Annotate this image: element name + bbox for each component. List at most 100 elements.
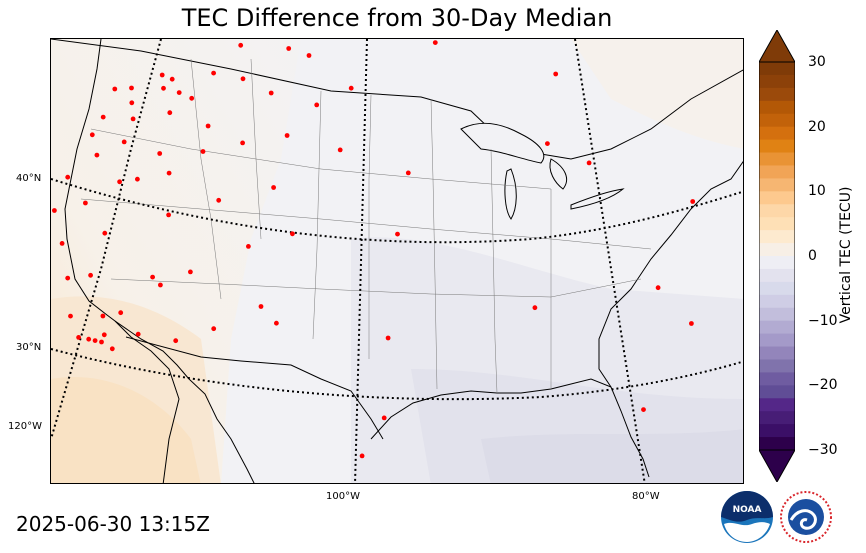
station-marker	[290, 231, 295, 237]
tec-map	[50, 38, 744, 484]
colorbar-band	[759, 281, 795, 296]
colorbar-label: Vertical TEC (TECU)	[838, 186, 854, 324]
colorbar-band	[759, 126, 795, 141]
colorbar-band	[759, 307, 795, 322]
station-marker	[76, 335, 81, 340]
station-marker	[118, 310, 124, 316]
station-marker	[306, 53, 312, 58]
positive-anomaly-northeast	[571, 39, 743, 149]
station-marker	[173, 338, 179, 344]
colorbar-outline	[759, 61, 795, 451]
noaa-logo: NOAA	[721, 491, 773, 543]
station-marker	[88, 272, 93, 278]
station-marker	[92, 338, 98, 343]
station-marker	[159, 72, 165, 78]
station-marker	[586, 160, 592, 166]
station-marker	[641, 407, 646, 412]
colorbar-band	[759, 333, 795, 348]
station-marker	[100, 114, 106, 120]
station-marker	[532, 305, 538, 311]
map-canvas	[51, 39, 743, 483]
lake-erie	[570, 188, 625, 210]
station-marker	[258, 304, 264, 309]
station-marker	[385, 335, 391, 341]
station-marker	[545, 141, 550, 146]
station-marker	[211, 70, 217, 76]
station-marker	[117, 179, 122, 185]
colorbar-tick-label: −20	[808, 377, 838, 394]
colorbar-band	[759, 230, 795, 244]
meridian-120w	[51, 39, 162, 440]
station-marker	[109, 346, 115, 352]
station-marker	[68, 313, 73, 319]
meridian-80w	[574, 39, 646, 483]
noaa-logo-text: NOAA	[733, 505, 762, 515]
colorbar-band	[759, 191, 795, 205]
station-marker	[89, 132, 95, 138]
colorbar-band	[759, 74, 795, 89]
station-marker	[150, 274, 155, 280]
station-marker	[274, 320, 279, 326]
colorbar-tick-label: −30	[808, 442, 838, 458]
station-marker	[240, 76, 246, 82]
colorbar-tick-label: 30	[808, 54, 826, 70]
nws-logo	[780, 491, 832, 543]
colorbar-extend-max	[759, 30, 795, 63]
station-marker	[690, 199, 696, 204]
station-marker	[216, 197, 222, 203]
station-marker	[135, 331, 141, 337]
station-marker	[157, 151, 163, 156]
colorbar-band	[759, 398, 795, 412]
station-marker	[65, 174, 71, 180]
lat-label-40n: 40°N	[16, 173, 42, 184]
station-marker	[432, 40, 438, 45]
station-marker	[271, 185, 276, 190]
station-marker	[200, 149, 206, 154]
colorbar-band	[759, 178, 795, 192]
colorbar-band	[759, 87, 795, 102]
colorbar-band	[759, 268, 795, 283]
colorbar-band	[759, 320, 795, 335]
station-marker	[238, 42, 244, 48]
parallel-30n	[51, 348, 743, 401]
station-marker	[240, 140, 246, 146]
station-marker	[101, 332, 107, 338]
negative-anomaly-caribbean	[481, 429, 743, 483]
lake-huron	[549, 158, 567, 190]
station-marker	[655, 285, 661, 291]
station-marker	[286, 46, 292, 51]
state-borders	[80, 58, 652, 394]
colorbar-tick-label: 0	[808, 248, 817, 264]
us-mexico-border	[125, 336, 384, 440]
station-marker	[129, 85, 134, 91]
meridian-100w	[354, 39, 368, 483]
station-marker	[211, 326, 217, 332]
station-marker	[553, 71, 559, 77]
station-marker	[395, 231, 400, 237]
station-marker	[135, 176, 140, 182]
station-marker	[100, 313, 106, 319]
station-marker	[348, 85, 354, 91]
station-marker	[381, 415, 387, 421]
colorbar-band	[759, 385, 795, 399]
station-marker	[176, 90, 182, 95]
station-marker	[94, 152, 100, 158]
station-marker	[121, 139, 127, 145]
colorbar-band	[759, 346, 795, 361]
lake-michigan	[504, 168, 517, 220]
lake-superior	[460, 122, 545, 164]
lon-label-100w: 100°W	[326, 491, 360, 502]
colorbar-band	[759, 62, 795, 76]
station-marker	[59, 241, 65, 246]
station-marker	[102, 230, 108, 236]
station-marker	[130, 116, 136, 122]
station-marker	[337, 147, 343, 153]
station-marker	[166, 212, 171, 218]
lon-label-120w: 120°W	[8, 421, 42, 432]
station-marker	[83, 200, 88, 206]
station-marker	[268, 90, 274, 96]
station-marker	[158, 282, 163, 288]
station-marker	[359, 453, 365, 459]
gulf-coastline	[370, 378, 650, 478]
colorbar-band	[759, 437, 795, 451]
